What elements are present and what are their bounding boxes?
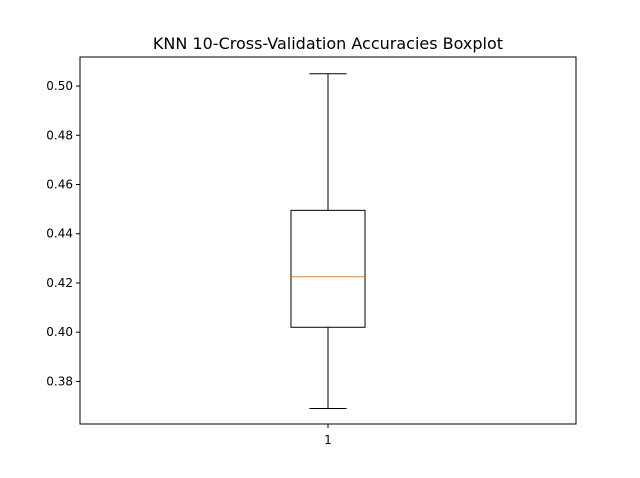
- y-tick-label: 0.38: [46, 374, 73, 388]
- y-tick-label: 0.50: [46, 79, 73, 93]
- y-tick-label: 0.48: [46, 128, 73, 142]
- iqr-box: [290, 209, 366, 328]
- y-tick-label: 0.42: [46, 276, 73, 290]
- y-tick-label: 0.44: [46, 227, 73, 241]
- chart-title: KNN 10-Cross-Validation Accuracies Boxpl…: [153, 34, 503, 53]
- y-tick-label: 0.46: [46, 178, 73, 192]
- plot-area: 0.38 0.40 0.42 0.44 0.46 0.48 0.50 1: [46, 56, 577, 447]
- y-tick-label: 0.40: [46, 325, 73, 339]
- x-tick-label: 1: [324, 433, 332, 447]
